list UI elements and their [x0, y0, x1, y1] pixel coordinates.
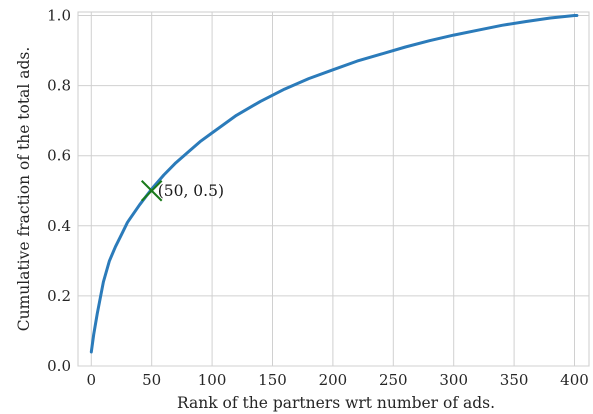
annotation-label: (50, 0.5): [158, 182, 224, 200]
x-tick-label: 50: [142, 371, 161, 389]
x-tick-label: 350: [500, 371, 529, 389]
y-tick-label: 0.8: [47, 77, 71, 95]
x-tick-label: 250: [379, 371, 408, 389]
x-axis-ticks: 0 50 100 150 200 250 300 350 400: [87, 371, 589, 389]
x-tick-label: 300: [439, 371, 468, 389]
y-tick-label: 1.0: [47, 7, 71, 25]
x-tick-label: 0: [87, 371, 97, 389]
annotation: (50, 0.5): [140, 180, 224, 202]
grid-lines: [78, 12, 589, 367]
x-tick-label: 100: [198, 371, 227, 389]
x-axis-label: Rank of the partners wrt number of ads.: [177, 394, 495, 412]
y-tick-label: 0.0: [47, 357, 71, 375]
y-tick-label: 0.2: [47, 287, 71, 305]
annotation-marker-stroke-2: [140, 180, 163, 202]
y-tick-label: 0.4: [47, 217, 71, 235]
x-tick-label: 400: [560, 371, 589, 389]
y-axis-ticks: 0.0 0.2 0.4 0.6 0.8 1.0: [47, 7, 71, 375]
x-tick-label: 200: [319, 371, 348, 389]
y-tick-label: 0.6: [47, 147, 71, 165]
y-axis-label: Cumulative fraction of the total ads.: [15, 47, 33, 332]
series-line: [89, 14, 579, 354]
x-tick-label: 150: [258, 371, 287, 389]
